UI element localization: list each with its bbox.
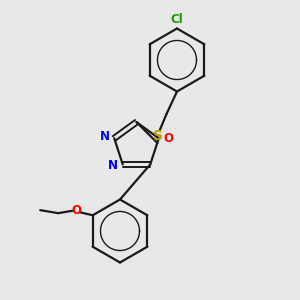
Text: S: S: [152, 130, 163, 143]
Text: N: N: [108, 159, 118, 172]
Text: O: O: [164, 132, 174, 145]
Text: Cl: Cl: [171, 13, 183, 26]
Text: N: N: [100, 130, 110, 143]
Text: O: O: [71, 204, 81, 217]
